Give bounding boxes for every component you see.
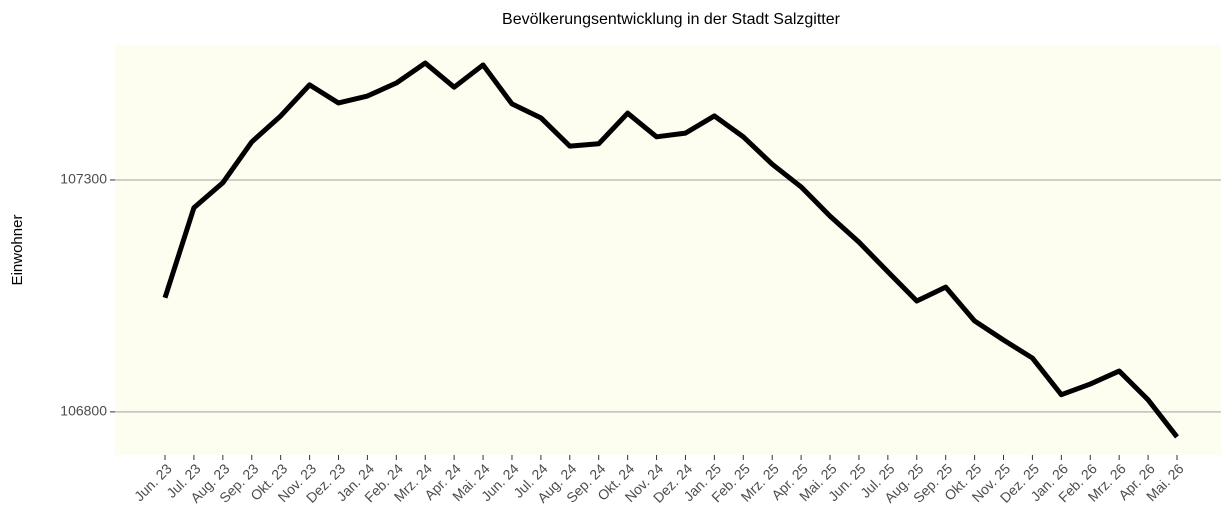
chart-title: Bevölkerungsentwicklung in der Stadt Sal… (502, 11, 841, 28)
y-tick-label: 107300 (60, 171, 107, 187)
x-tick-label: Jun. 23 (131, 460, 175, 504)
line (162, 60, 1179, 439)
y-tick-label: 106800 (60, 403, 107, 419)
plot-background (115, 45, 1221, 455)
y-axis-label: Einwohner (9, 215, 26, 286)
